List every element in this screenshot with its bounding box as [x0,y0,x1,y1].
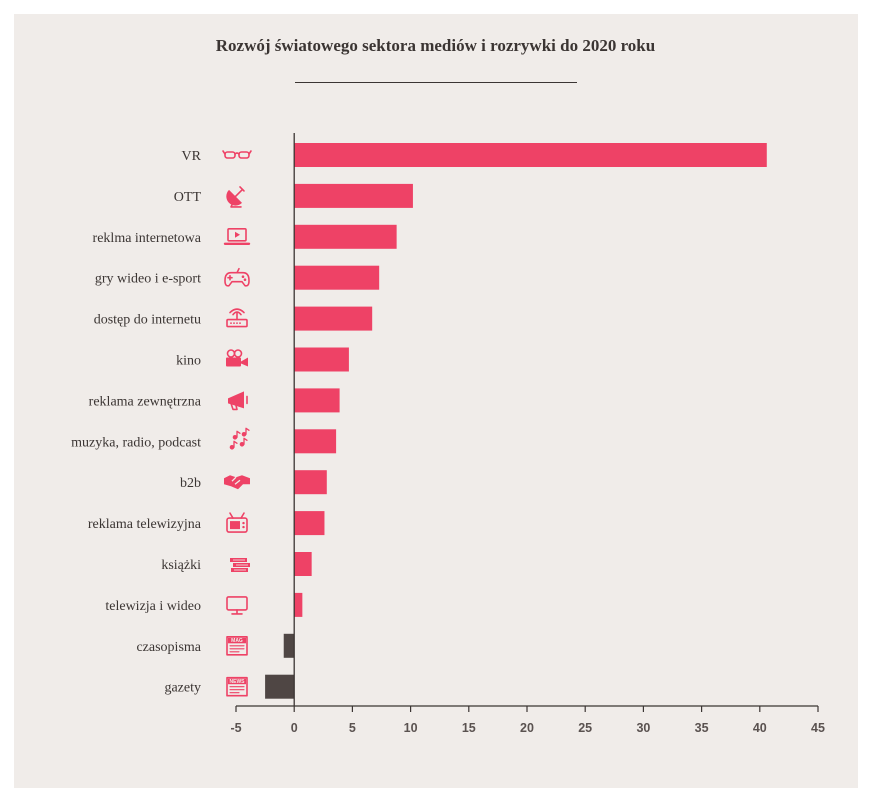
bar [294,470,327,495]
x-tick-label: 15 [462,721,476,735]
bar [294,224,397,249]
category-label: książki [161,558,201,573]
x-tick-label: 0 [291,721,298,735]
bar [294,183,413,208]
svg-text:NEWS: NEWS [230,679,246,685]
bar [294,429,337,454]
tv-icon [226,512,248,533]
film-camera-icon [226,349,248,367]
bar [294,265,380,290]
megaphone-icon [228,391,248,411]
bar [294,511,325,536]
newspaper-icon: NEWS [226,676,248,697]
category-label: OTT [174,190,202,205]
handshake-icon [224,475,250,490]
category-label: gazety [164,681,201,696]
chart-title: Rozwój światowego sektora mediów i rozry… [215,36,656,55]
satellite-dish-icon [226,186,245,208]
category-label: reklma internetowa [93,231,202,246]
category-label: telewizja i wideo [105,599,201,614]
x-tick-label: 20 [520,721,534,735]
category-label: dostęp do internetu [94,313,201,328]
title-divider [295,82,577,83]
bar [283,633,295,658]
category-label: b2b [180,476,201,491]
x-tick-label: 30 [636,721,650,735]
bar [294,388,340,413]
x-tick-label: 25 [578,721,592,735]
bar [294,347,349,372]
gamepad-icon [224,267,250,287]
category-label: reklama telewizyjna [88,517,202,532]
category-label: gry wideo i e-sport [95,272,201,287]
category-label: VR [182,149,202,164]
music-notes-icon [229,427,250,450]
svg-text:MAG: MAG [231,638,243,644]
bar [294,592,303,617]
monitor-icon [226,596,248,615]
x-tick-label: 35 [695,721,709,735]
bar [265,674,295,699]
x-tick-label: 45 [811,721,825,735]
bar [294,143,767,167]
vr-glasses-icon [222,150,252,159]
bar [294,306,373,331]
laptop-play-icon [223,228,251,245]
x-tick-label: 10 [404,721,418,735]
category-label: muzyka, radio, podcast [71,435,201,450]
bar [294,552,312,576]
x-tick-label: -5 [230,721,241,735]
magazine-icon: MAG [226,635,248,656]
x-tick-label: 40 [753,721,767,735]
category-label: reklama zewnętrzna [89,394,202,409]
x-tick-label: 5 [349,721,356,735]
category-label: kino [176,354,201,369]
router-icon [226,308,248,328]
category-label: czasopisma [136,640,201,655]
books-icon [230,558,250,572]
